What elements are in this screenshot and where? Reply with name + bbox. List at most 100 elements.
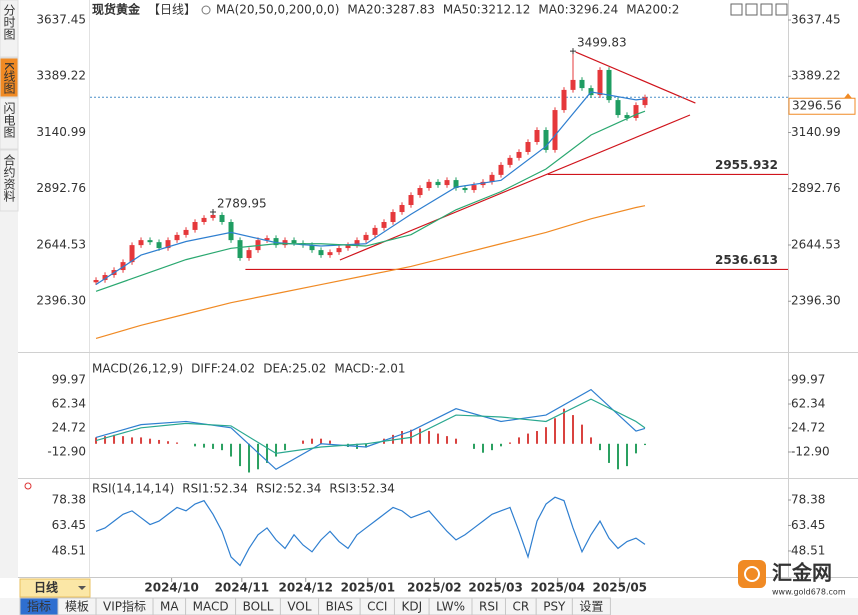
- candle-body: [642, 97, 648, 106]
- macd-bar: [419, 428, 422, 444]
- macd-bar: [518, 437, 521, 444]
- y-tick-label: 3637.45: [36, 12, 86, 26]
- side-tab-label: K线图: [2, 62, 16, 94]
- candle-body: [624, 115, 630, 118]
- macd-bar: [302, 440, 305, 444]
- candle-body: [336, 248, 342, 253]
- macd-bar: [113, 434, 116, 444]
- logo-site: www.gold678.com: [772, 588, 846, 597]
- legend-entry: RSI1:52.34: [182, 482, 248, 496]
- y-tick-label: 2644.53: [36, 237, 86, 251]
- macd-bar: [572, 415, 575, 444]
- side-tab[interactable]: [0, 149, 19, 212]
- x-tick-label: 2025/03: [468, 581, 522, 595]
- toolbar-label: CCI: [367, 600, 387, 614]
- macd-bar: [590, 437, 593, 444]
- legend-entry: 现货黄金: [92, 2, 141, 17]
- toolbar-label: PSY: [543, 600, 566, 614]
- settings-icon[interactable]: [201, 5, 211, 15]
- x-tick-label: 2024/12: [278, 581, 332, 595]
- macd-bar: [455, 438, 458, 444]
- legend-entry: MA200:2: [626, 3, 679, 17]
- macd-bar: [266, 443, 269, 463]
- high-marker: [570, 48, 577, 55]
- dropdown-arrow: [78, 586, 86, 590]
- candle-body: [156, 242, 162, 249]
- icon[interactable]: [760, 3, 773, 16]
- candle-body: [597, 69, 603, 96]
- toolbar-label: MACD: [193, 600, 229, 614]
- legend-entry: 【日线】: [148, 3, 196, 17]
- candle-body: [165, 240, 171, 249]
- side-tab[interactable]: [0, 97, 19, 150]
- macd-bar: [581, 424, 584, 444]
- candle-body: [183, 229, 189, 235]
- candle-body: [498, 164, 504, 175]
- macd-bar: [599, 443, 602, 451]
- toolbar-label: VOL: [287, 600, 311, 614]
- candle-body: [345, 245, 351, 249]
- candle-body: [381, 222, 387, 228]
- candle-body: [408, 195, 414, 206]
- x-tick-label: 2024/11: [215, 581, 269, 595]
- macd-bar: [284, 443, 287, 451]
- legend-entry: RSI2:52.34: [256, 482, 322, 496]
- macd-bar: [221, 443, 224, 451]
- toolbar-label: 模板: [65, 600, 89, 614]
- level-label: 2955.932: [715, 158, 778, 172]
- macd-bar: [167, 441, 170, 444]
- indicator-line: [95, 398, 646, 454]
- candle-body: [309, 245, 315, 251]
- y-tick-label: 3140.99: [791, 125, 841, 139]
- macd-bar: [428, 431, 431, 444]
- side-tab[interactable]: [0, 57, 19, 98]
- high-label: 3499.83: [577, 36, 627, 50]
- icon[interactable]: [775, 3, 788, 16]
- macd-bar: [563, 408, 566, 444]
- y-tick-label: 62.34: [791, 397, 825, 411]
- icon[interactable]: [24, 482, 32, 490]
- candle-body: [354, 240, 360, 246]
- candle-body: [543, 130, 549, 150]
- macd-bar: [482, 443, 485, 453]
- candle-body: [561, 89, 567, 111]
- high-label: 2789.95: [217, 197, 267, 211]
- indicator-line: [95, 110, 646, 292]
- icon[interactable]: [730, 3, 743, 16]
- icon[interactable]: [745, 3, 758, 16]
- y-tick-label: 2892.76: [791, 181, 841, 195]
- macd-bar: [608, 443, 611, 463]
- side-tab[interactable]: [0, 0, 19, 58]
- y-tick-label: 3637.45: [791, 12, 841, 26]
- legend-entry: MA0:3296.24: [538, 3, 618, 17]
- period-button[interactable]: [19, 578, 91, 598]
- macd-bar: [248, 443, 251, 473]
- toolbar-label: CR: [512, 600, 529, 614]
- candle-body: [282, 240, 288, 246]
- macd-bar: [320, 438, 323, 444]
- macd-bar: [473, 443, 476, 449]
- macd-bar: [634, 443, 637, 454]
- candle-body: [570, 79, 576, 90]
- last-price-label: 3296.56: [792, 99, 842, 113]
- trend-line: [575, 51, 696, 104]
- candle-body: [507, 157, 513, 165]
- macd-bar: [392, 434, 395, 444]
- trend-line: [339, 114, 691, 261]
- toolbar-button[interactable]: [571, 597, 611, 615]
- candle-body: [525, 142, 531, 152]
- y-tick-label: 3389.22: [791, 69, 841, 83]
- candle-body: [318, 250, 324, 256]
- y-tick-label: 99.97: [52, 373, 86, 387]
- candle-body: [147, 240, 153, 243]
- last-price-arrow: [844, 93, 852, 99]
- x-tick-label: 2025/05: [593, 581, 647, 595]
- candle-body: [201, 217, 207, 223]
- candle-body: [444, 180, 450, 186]
- macd-bar: [230, 443, 233, 457]
- x-tick-label: 2025/04: [530, 581, 584, 595]
- y-tick-label: 78.38: [791, 492, 825, 506]
- x-tick-label: 2024/10: [144, 581, 198, 595]
- candle-body: [426, 181, 432, 189]
